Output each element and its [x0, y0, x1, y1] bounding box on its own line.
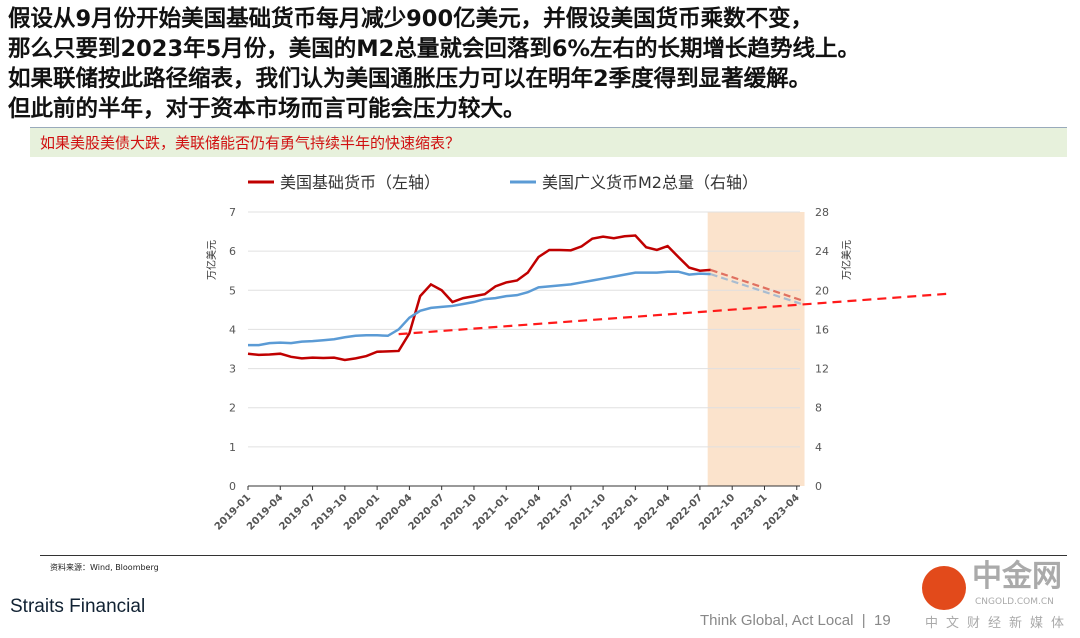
brand-logo: Straits Financial [10, 596, 146, 617]
series-line-0 [247, 234, 711, 362]
watermark-logo-icon [922, 566, 966, 610]
y-right-tick: 28 [815, 206, 829, 219]
question-banner: 如果美股美债大跌，美联储能否仍有勇气持续半年的快速缩表？ [30, 127, 1067, 157]
y-right-tick: 16 [815, 323, 829, 336]
watermark-url: CNGOLD.COM.CN [975, 597, 1054, 607]
y-right-tick: 20 [815, 284, 829, 297]
y-left-tick: 5 [229, 284, 236, 297]
legend-label: 美国基础货币（左轴） [280, 173, 440, 192]
y-right-tick: 4 [815, 441, 822, 454]
chart: 0 01 42 83 124 165 206 247 282019-012019-042019-… [205, 173, 948, 533]
y-left-tick: 6 [229, 245, 236, 258]
forecast-shade [707, 212, 805, 486]
y-right-tick: 24 [815, 245, 829, 258]
y-right-tick: 12 [815, 363, 829, 376]
trend-line [398, 292, 948, 336]
y-left-tick: 0 [229, 480, 236, 493]
series-line-1 [248, 270, 711, 347]
legend-label: 美国广义货币M2总量（右轴） [542, 173, 758, 192]
y-left-tick: 2 [229, 402, 236, 415]
y-left-label: 万亿美元 [205, 240, 218, 280]
y-left-tick: 1 [229, 441, 236, 454]
watermark-name: 中金网 [972, 559, 1062, 594]
y-left-tick: 4 [229, 323, 236, 336]
forecast-line-1 [710, 273, 805, 307]
tagline: Think Global, Act Local [700, 612, 854, 629]
y-right-label: 万亿美元 [840, 240, 853, 280]
y-left-tick: 7 [229, 206, 236, 219]
y-right-tick: 0 [815, 480, 822, 493]
page-number: 19 [874, 612, 891, 629]
footer-tagline: Think Global, Act Local | 19 [700, 612, 891, 629]
y-left-tick: 3 [229, 363, 236, 376]
headline: 假设从9月份开始美国基础货币每月减少900亿美元，并假设美国货币乘数不变， 那么… [8, 6, 861, 122]
y-right-tick: 8 [815, 402, 822, 415]
watermark-slogan: 中文财经新媒体 [925, 616, 1073, 631]
source-note: 资料来源：Wind, Bloomberg [50, 563, 159, 572]
forecast-line-0 [710, 268, 805, 303]
divider [40, 555, 1067, 556]
